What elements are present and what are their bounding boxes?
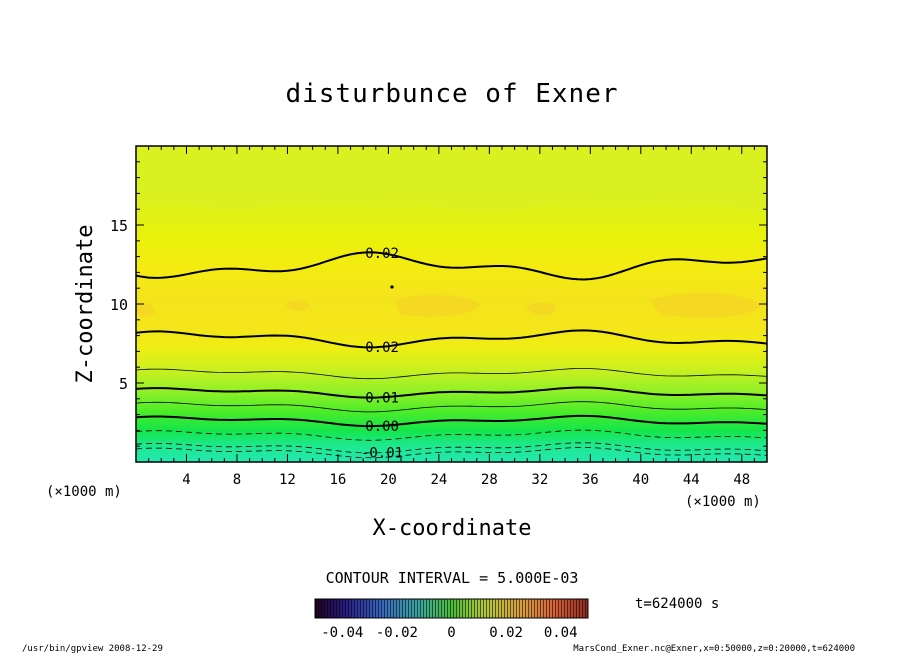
contour-line-3	[136, 414, 767, 428]
x-tick-label-40: 40	[632, 472, 649, 488]
orange-patch-1	[395, 295, 480, 317]
orange-patch-3	[285, 300, 310, 311]
x-tick-label-4: 4	[182, 472, 190, 488]
y-tick-label-15: 15	[110, 217, 128, 235]
colorbar-frame	[314, 598, 589, 619]
colorbar-tick-label-4: 0.04	[544, 625, 578, 641]
colorbar-tick-label-0: -0.04	[321, 625, 363, 641]
contour-line-0	[136, 447, 767, 459]
orange-patch-4	[526, 302, 556, 315]
chart-title: disturbunce of Exner	[285, 79, 618, 109]
colorbar-stripes	[315, 599, 588, 618]
contour-line-7	[136, 329, 767, 349]
x-unit-right: (×1000 m)	[685, 494, 761, 510]
y-axis-label: Z-coordinate	[73, 225, 98, 384]
contour-label-5: 0.01	[365, 390, 399, 406]
contour-label-1: -0.01	[361, 446, 403, 462]
x-tick-label-8: 8	[233, 472, 241, 488]
colorbar-tick-labels: -0.04 -0.02 0 0.02 0.04	[321, 625, 577, 641]
orange-patch-2	[650, 292, 760, 318]
contour-lines: -0.01 0.00 0.01 0.02 0.02	[136, 246, 767, 462]
footer-left: /usr/bin/gpview 2008-12-29	[22, 644, 163, 654]
plot-area: -0.01 0.00 0.01 0.02 0.02	[136, 146, 767, 462]
x-tick-label-20: 20	[380, 472, 397, 488]
contour-label-8: 0.02	[365, 246, 399, 262]
colorbar-tick-label-3: 0.02	[489, 625, 523, 641]
time-label: t=624000 s	[635, 596, 719, 612]
x-tick-label-16: 16	[329, 472, 346, 488]
contour-line-5	[136, 386, 767, 399]
orange-patch-5	[136, 302, 155, 317]
y-tick-label-10: 10	[110, 296, 128, 314]
x-tick-label-24: 24	[430, 472, 447, 488]
colorbar-tick-label-2: 0	[447, 625, 455, 641]
colorbar-tick-label-1: -0.02	[376, 625, 418, 641]
x-tick-label-44: 44	[683, 472, 700, 488]
contour-line-1	[136, 442, 767, 454]
x-tick-label-32: 32	[531, 472, 548, 488]
footer-right: MarsCond_Exner.nc@Exner,x=0:50000,z=0:20…	[573, 644, 855, 654]
x-axis-label: X-coordinate	[373, 516, 532, 541]
contour-label-7: 0.02	[365, 340, 399, 356]
contour-line-8	[136, 251, 767, 281]
x-tick-label-28: 28	[481, 472, 498, 488]
y-tick-label-5: 5	[119, 375, 128, 393]
x-tick-label-12: 12	[279, 472, 296, 488]
contour-dot	[390, 285, 394, 289]
contour-label-3: 0.00	[365, 419, 399, 435]
contour-interval-label: CONTOUR INTERVAL = 5.000E-03	[326, 569, 579, 587]
contour-line-4	[136, 401, 767, 413]
contour-line-2	[136, 429, 767, 441]
upper-green-patch	[136, 146, 767, 212]
contour-line-6	[136, 368, 767, 380]
x-tick-label-48: 48	[733, 472, 750, 488]
x-tick-label-36: 36	[582, 472, 599, 488]
x-unit-left: (×1000 m)	[46, 484, 122, 500]
